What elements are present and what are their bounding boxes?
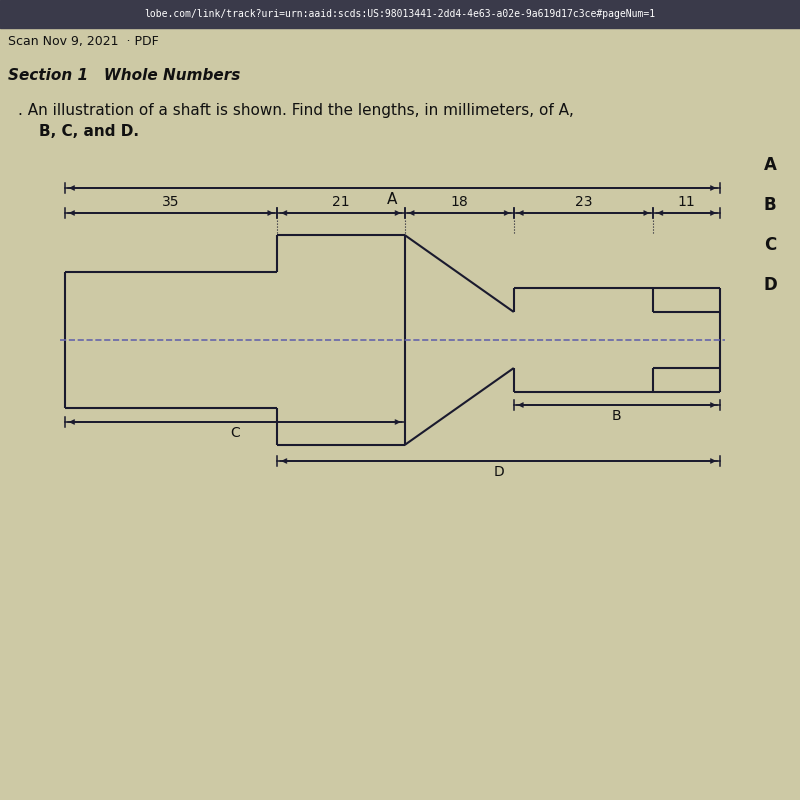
Text: . An illustration of a shaft is shown. Find the lengths, in millimeters, of A,: . An illustration of a shaft is shown. F… <box>18 102 574 118</box>
Text: 35: 35 <box>162 195 180 209</box>
Text: C: C <box>764 236 776 254</box>
Text: lobe.com/link/track?uri=urn:aaid:scds:US:98013441-2dd4-4e63-a02e-9a619d17c3ce#pa: lobe.com/link/track?uri=urn:aaid:scds:US… <box>145 9 655 19</box>
Text: Scan Nov 9, 2021  · PDF: Scan Nov 9, 2021 · PDF <box>8 35 158 49</box>
Bar <box>0 0 800 28</box>
Text: B: B <box>764 196 776 214</box>
Text: 23: 23 <box>574 195 592 209</box>
Text: D: D <box>494 465 504 479</box>
Text: D: D <box>763 276 777 294</box>
Text: 11: 11 <box>678 195 695 209</box>
Text: B, C, and D.: B, C, and D. <box>18 125 139 139</box>
Text: 21: 21 <box>332 195 350 209</box>
Text: Section 1   Whole Numbers: Section 1 Whole Numbers <box>8 67 240 82</box>
Text: C: C <box>230 426 240 440</box>
Text: 18: 18 <box>450 195 468 209</box>
Text: B: B <box>612 409 622 423</box>
Text: A: A <box>763 156 777 174</box>
Text: A: A <box>387 192 398 207</box>
